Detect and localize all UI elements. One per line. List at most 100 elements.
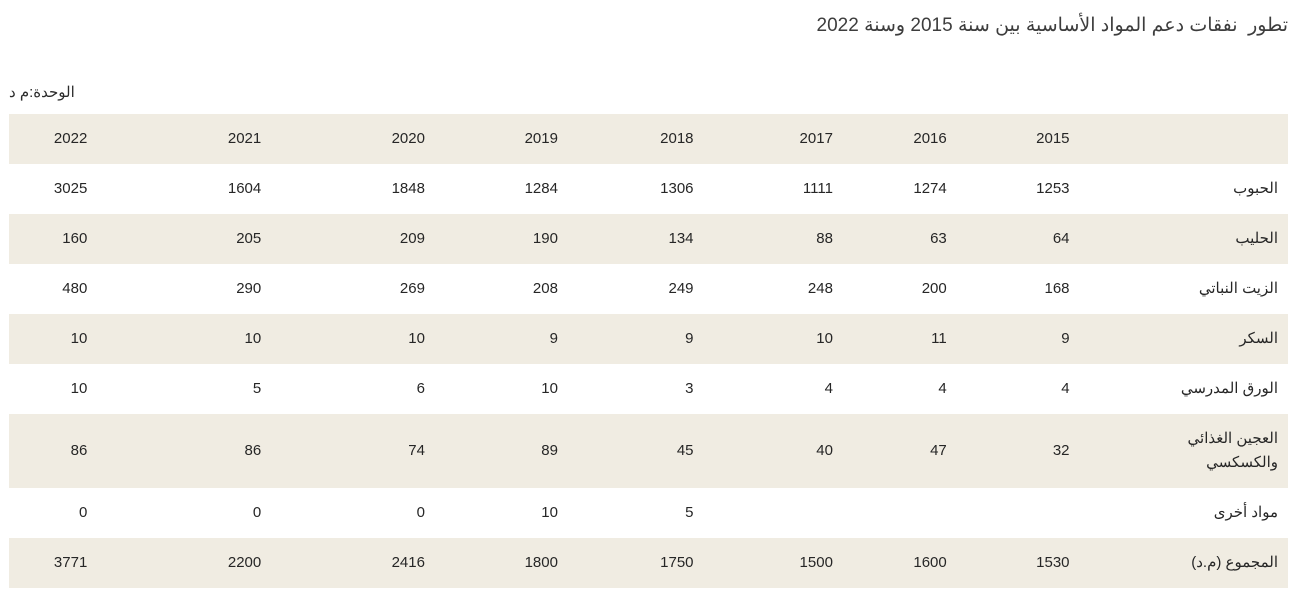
row-label: الحبوب — [1080, 164, 1288, 214]
value-cell: 0 — [252, 504, 262, 521]
value-cell: 1111 — [802, 180, 833, 197]
year-header-2016: 2016 — [913, 130, 947, 147]
value-cell: 1848 — [391, 180, 425, 197]
value-cell: 190 — [532, 230, 558, 247]
year-header-2019: 2019 — [524, 130, 558, 147]
value-cell: 10 — [541, 380, 558, 397]
value-cell: 269 — [399, 280, 425, 297]
value-cell: 2416 — [391, 554, 425, 571]
row-label-text: الحبوب — [1233, 180, 1278, 197]
value-cell: 9 — [549, 330, 558, 347]
value-cell: 134 — [668, 230, 694, 247]
value-cell: 290 — [236, 280, 262, 297]
value-cell: 480 — [62, 280, 88, 297]
corner-cell — [1080, 114, 1288, 164]
value-cell: 3025 — [53, 180, 88, 197]
value-cell: 160 — [62, 230, 88, 247]
value-cell — [704, 488, 843, 538]
value-cell: 11 — [931, 330, 947, 347]
value-cell: 3 — [685, 380, 694, 397]
row-label: الزيت النباتي — [1080, 264, 1288, 314]
row-label: الحليب — [1080, 214, 1288, 264]
value-cell: 0 — [78, 504, 88, 521]
value-cell: 40 — [816, 442, 833, 459]
value-cell: 1800 — [524, 554, 558, 571]
value-cell: 47 — [930, 442, 947, 459]
unit-label: الوحدة:م د — [9, 84, 75, 101]
value-cell: 1530 — [1036, 554, 1070, 571]
row-label-text: الورق المدرسي — [1180, 380, 1278, 397]
value-cell: 45 — [676, 442, 694, 459]
value-cell: 0 — [416, 504, 425, 521]
row-label-text: السكر — [1239, 330, 1278, 347]
table-row-milk: الحليب 64 63 88 134 190 209 205 160 — [9, 214, 1288, 264]
value-cell: 200 — [921, 280, 947, 297]
row-label: الورق المدرسي — [1080, 364, 1288, 414]
value-cell — [843, 488, 957, 538]
year-header-2017: 2017 — [799, 130, 833, 147]
row-label-text: مواد أخرى — [1213, 504, 1278, 521]
table-row-sugar: السكر 9 11 10 9 9 10 10 10 — [9, 314, 1288, 364]
value-cell: 3771 — [53, 554, 88, 571]
value-cell: 248 — [807, 280, 833, 297]
value-cell: 1604 — [227, 180, 262, 197]
value-cell: 64 — [1052, 230, 1070, 247]
year-header-2022: 2022 — [53, 130, 88, 147]
page: تطور نفقات دعم المواد الأساسية بين سنة 2… — [9, 15, 1288, 588]
value-cell: 88 — [816, 230, 833, 247]
value-cell — [957, 488, 1080, 538]
row-label: المجموع (م.د) — [1080, 538, 1288, 588]
value-cell: 9 — [1061, 330, 1070, 347]
row-label: مواد أخرى — [1080, 488, 1288, 538]
table-row-vegetable-oil: الزيت النباتي 168 200 248 249 208 269 29… — [9, 264, 1288, 314]
row-label-text: الحليب — [1235, 230, 1278, 247]
table-row-total: المجموع (م.د) 1530 1600 1500 1750 1800 2… — [9, 538, 1288, 588]
row-label-text-line2: والكسكسي — [1206, 454, 1278, 471]
value-cell: 86 — [244, 442, 262, 459]
value-cell: 9 — [685, 330, 694, 347]
value-cell: 4 — [824, 380, 833, 397]
subsidy-table: 2015 2016 2017 2018 2019 2020 2021 2022 … — [9, 114, 1288, 588]
value-cell: 10 — [244, 330, 262, 347]
value-cell: 205 — [236, 230, 262, 247]
value-cell: 4 — [938, 380, 947, 397]
header-row: 2015 2016 2017 2018 2019 2020 2021 2022 — [9, 114, 1288, 164]
value-cell: 10 — [816, 330, 833, 347]
value-cell: 4 — [1061, 380, 1070, 397]
year-header-2018: 2018 — [660, 130, 694, 147]
value-cell: 1284 — [524, 180, 558, 197]
value-cell: 2200 — [227, 554, 262, 571]
value-cell: 5 — [252, 380, 262, 397]
value-cell: 209 — [399, 230, 425, 247]
table-row-pasta-couscous: العجين الغذائي والكسكسي 32 47 40 45 89 74… — [9, 414, 1288, 488]
page-title: تطور نفقات دعم المواد الأساسية بين سنة 2… — [816, 15, 1288, 36]
value-cell: 1274 — [913, 180, 947, 197]
value-cell: 208 — [532, 280, 558, 297]
row-label: السكر — [1080, 314, 1288, 364]
table-row-other-materials: مواد أخرى 5 10 0 0 0 — [9, 488, 1288, 538]
value-cell: 10 — [70, 330, 88, 347]
value-cell: 249 — [668, 280, 694, 297]
value-cell: 32 — [1052, 442, 1070, 459]
value-cell: 6 — [416, 380, 425, 397]
value-cell: 5 — [685, 504, 694, 521]
year-header-2015: 2015 — [1036, 130, 1070, 147]
value-cell: 10 — [408, 330, 425, 347]
year-header-2021: 2021 — [227, 130, 262, 147]
table-row-cereals: الحبوب 1253 1274 1111 1306 1284 1848 160… — [9, 164, 1288, 214]
value-cell: 74 — [408, 442, 425, 459]
value-cell: 168 — [1044, 280, 1070, 297]
row-label-text: المجموع (م.د) — [1191, 554, 1278, 571]
value-cell: 63 — [930, 230, 947, 247]
value-cell: 1600 — [913, 554, 947, 571]
row-label: العجين الغذائي والكسكسي — [1080, 414, 1288, 488]
value-cell: 89 — [541, 442, 558, 459]
value-cell: 1500 — [799, 554, 833, 571]
value-cell: 86 — [70, 442, 88, 459]
table-row-school-paper: الورق المدرسي 4 4 4 3 10 6 5 10 — [9, 364, 1288, 414]
row-label-text: العجين الغذائي — [1187, 430, 1278, 447]
year-header-2020: 2020 — [391, 130, 425, 147]
row-label-text: الزيت النباتي — [1198, 280, 1278, 297]
value-cell: 10 — [70, 380, 88, 397]
value-cell: 1306 — [660, 180, 694, 197]
